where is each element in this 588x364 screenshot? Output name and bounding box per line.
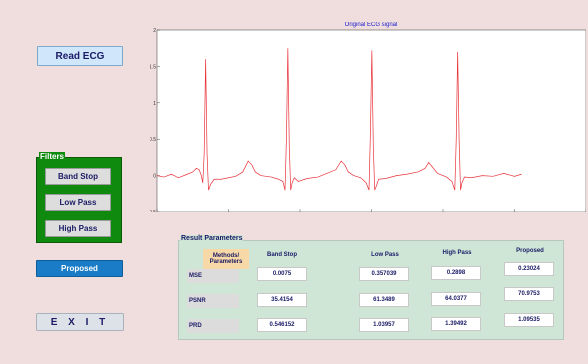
- high-pass-button[interactable]: High Pass: [45, 220, 111, 237]
- mse-proposed: 0.23024: [504, 262, 554, 276]
- proposed-header: Proposed: [502, 245, 558, 256]
- y-tick-label: -0.5: [150, 210, 156, 212]
- prd-label: PRD: [187, 319, 239, 333]
- psnr-label: PSNR: [187, 294, 239, 308]
- methods-header: Methods/ Parameters: [203, 249, 249, 269]
- chart-title: Original ECG signal: [345, 22, 398, 28]
- y-tick-label: 2: [153, 28, 156, 34]
- low-pass-button[interactable]: Low Pass: [45, 194, 111, 211]
- result-parameters-title: Result Parameters: [180, 235, 244, 242]
- filters-panel: Band Stop Low Pass High Pass: [36, 157, 122, 243]
- read-ecg-button[interactable]: Read ECG: [37, 46, 123, 66]
- proposed-button[interactable]: Proposed: [36, 260, 123, 277]
- y-tick-label: 1: [153, 101, 156, 107]
- result-parameters-panel: Methods/ Parameters Band Stop Low Pass H…: [178, 240, 564, 340]
- mse-high-pass: 0.2898: [431, 266, 481, 280]
- low-pass-header: Low Pass: [357, 249, 413, 260]
- psnr-high-pass: 64.0377: [431, 292, 481, 306]
- band-stop-button[interactable]: Band Stop: [45, 168, 111, 185]
- psnr-low-pass: 61.3489: [359, 293, 409, 307]
- exit-button[interactable]: E X I T: [36, 313, 124, 331]
- y-tick-label: 0.5: [150, 137, 156, 143]
- filters-panel-title: Filters: [39, 152, 66, 161]
- mse-low-pass: 0.357039: [359, 267, 409, 281]
- y-tick-label: 0: [153, 174, 156, 180]
- prd-high-pass: 1.39492: [431, 317, 481, 331]
- mse-band-stop: 0.0075: [257, 267, 307, 281]
- ecg-signal-line: [156, 48, 522, 191]
- high-pass-header: High Pass: [429, 247, 485, 258]
- prd-proposed: 1.09535: [504, 313, 554, 327]
- mse-label: MSE: [187, 269, 239, 283]
- y-tick-label: 1.5: [150, 64, 156, 70]
- band-stop-header: Band Stop: [254, 249, 310, 260]
- prd-band-stop: 0.546152: [257, 318, 307, 332]
- ecg-chart: Original ECG signal 0200400600800100012-…: [150, 22, 586, 212]
- prd-low-pass: 1.03957: [359, 318, 409, 332]
- psnr-band-stop: 35.4154: [257, 293, 307, 307]
- psnr-proposed: 70.9753: [504, 287, 554, 301]
